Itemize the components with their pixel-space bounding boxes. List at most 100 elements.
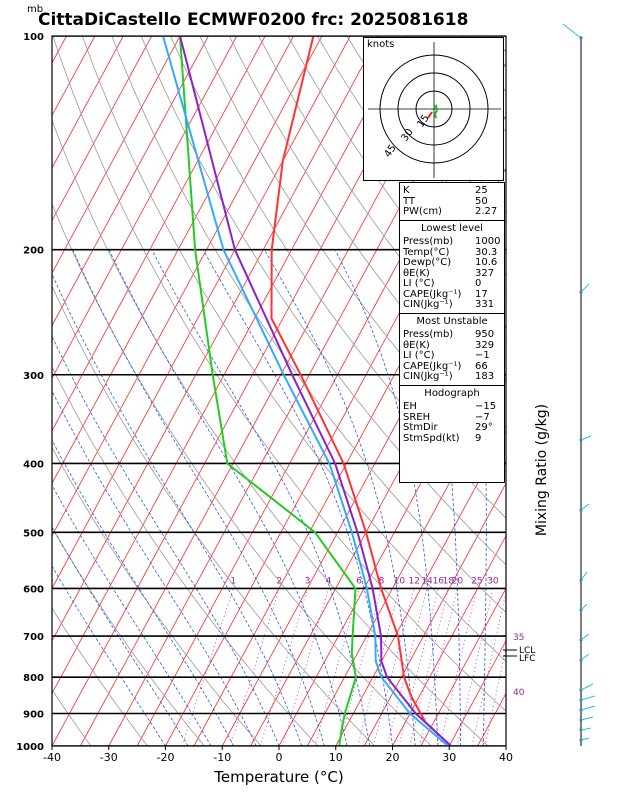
lfc-label: LFC — [519, 654, 535, 664]
mixing-ratio-label: 2 — [276, 576, 282, 586]
hodograph-panel: knots 15 30 45 — [363, 37, 504, 181]
hodo-ring — [379, 54, 489, 164]
dry-adiabat-line — [52, 285, 375, 746]
pressure-tick-label: 700 — [23, 632, 44, 643]
index-row: θE(K) 327 — [403, 267, 504, 280]
mixing-ratio-line — [181, 588, 234, 746]
moist-adiabat-line — [52, 565, 166, 746]
index-label: LI (°C) — [403, 350, 435, 361]
mixing-ratio-line — [282, 588, 329, 746]
index-value: 0 — [475, 278, 482, 289]
isotherm-line — [335, 429, 506, 746]
isotherm-line — [52, 36, 96, 117]
storm-motion-arrow — [427, 111, 433, 119]
index-row: Temp(°C) 30.3 — [403, 246, 504, 259]
index-value: 2.27 — [475, 206, 498, 217]
index-value: 950 — [475, 329, 495, 340]
chart-title: CittaDiCastello ECMWF0200 frc: 202508161… — [38, 10, 469, 30]
mixing-ratio-line — [314, 588, 360, 746]
hodo-ring-label: 30 — [399, 127, 415, 144]
index-row: θE(K) 329 — [403, 339, 504, 352]
lcl-label: LCL — [519, 646, 535, 656]
isotherm-line — [392, 534, 506, 746]
pressure-tick-label: 600 — [23, 584, 44, 595]
mixing-ratio-label: 8 — [379, 576, 385, 586]
hodo-trace — [433, 104, 439, 119]
index-label: SREH — [403, 411, 431, 423]
temperature-tick-label: 30 — [442, 751, 456, 764]
mixing-ratio-line — [338, 588, 382, 746]
unit-label: mb — [27, 4, 44, 15]
ylabel-text: Mixing Ratio (g/kg) — [534, 404, 550, 536]
index-label: PW(cm) — [403, 206, 442, 217]
index-value: 17 — [475, 288, 488, 300]
index-row: Press(mb) 950 — [403, 329, 504, 341]
isotherm-line — [193, 167, 506, 746]
index-value: 329 — [475, 339, 495, 351]
index-label: TT — [403, 195, 416, 207]
wind-barb — [580, 705, 596, 711]
temperature-tick-label: -40 — [43, 751, 61, 764]
dry-adiabat-line — [111, 36, 506, 614]
index-value: 331 — [475, 299, 495, 310]
isotherm-line — [52, 36, 266, 432]
mixing-ratio-line — [456, 588, 494, 746]
pressure-tick-label: 900 — [23, 710, 44, 721]
mixing-ratio-label: 12 — [409, 576, 420, 586]
moist-adiabat-line — [264, 249, 416, 746]
index-value: 30.3 — [475, 246, 498, 258]
mixing-ratio-label: 30 — [487, 576, 499, 586]
wind-barb — [580, 435, 592, 441]
wind-barb — [580, 503, 590, 511]
mixing-ratio-line — [409, 588, 449, 746]
isotherm-line — [52, 36, 209, 327]
index-label: CIN(Jkg⁻¹) — [403, 299, 453, 310]
wind-barb — [580, 716, 594, 721]
mixing-ratio-label: 40 — [513, 688, 525, 698]
wind-barb — [580, 283, 590, 293]
index-row: StmDir 29° — [403, 422, 504, 434]
index-row: LI (°C) 0 — [403, 278, 504, 290]
hodo-ring — [397, 72, 471, 146]
index-row: CAPE(Jkg⁻¹) 17 — [403, 288, 504, 301]
index-row: TT 50 — [403, 195, 504, 208]
dry-adiabat-line — [52, 366, 319, 746]
dry-adiabat-line — [81, 36, 506, 662]
index-value: 327 — [475, 267, 495, 279]
hodograph-title: Hodograph — [424, 387, 480, 399]
temperature-curve — [270, 36, 452, 746]
moist-adiabat-line — [52, 272, 303, 746]
index-value: −1 — [475, 350, 490, 361]
mixing-ratio-label: 18 — [443, 576, 455, 586]
index-label: CAPE(Jkg⁻¹) — [403, 288, 462, 300]
dry-adiabat-line — [52, 607, 148, 746]
index-row: Dewp(°C) 10.6 — [403, 257, 504, 269]
index-row: PW(cm) 2.27 — [403, 206, 504, 218]
pressure-tick-label: 500 — [23, 528, 44, 539]
xlabel-text: Temperature (°C) — [213, 768, 343, 786]
temperature-tick-label: 10 — [329, 751, 343, 764]
mixing-ratio-line — [484, 646, 506, 746]
moist-adiabat-line — [52, 390, 257, 746]
indices-panel: K 25 TT 50 PW(cm) 2.27 Lowest level Press(mb)… — [399, 182, 505, 483]
mixing-ratio-label: 10 — [394, 576, 406, 586]
index-row: StmSpd(kt) 9 — [403, 433, 504, 445]
pressure-tick-label: 300 — [23, 371, 44, 382]
temperature-tick-label: 0 — [276, 751, 283, 764]
index-value: 1000 — [475, 236, 501, 247]
dry-adiabat-line — [52, 446, 262, 746]
most-unstable-section: Most Unstable Press(mb) 950 θE(K) 329 LI (°C… — [400, 314, 504, 386]
isotherm-line — [420, 587, 506, 746]
wind-barb — [580, 603, 588, 611]
isotherm-line — [0, 36, 10, 746]
wind-barb — [580, 727, 592, 731]
pressure-tick-label: 800 — [23, 673, 44, 684]
mixing-ratio-label: 4 — [326, 576, 332, 586]
temperature-tick-label: -30 — [100, 751, 118, 764]
index-value: 183 — [475, 371, 495, 382]
pressure-tick-label: 400 — [23, 459, 44, 470]
wind-barb — [580, 571, 588, 581]
index-row: EH −15 — [403, 401, 504, 413]
